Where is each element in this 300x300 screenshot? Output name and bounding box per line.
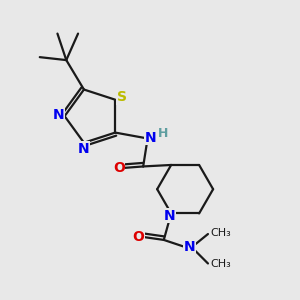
Text: CH₃: CH₃ bbox=[210, 228, 231, 239]
Text: CH₃: CH₃ bbox=[210, 259, 231, 269]
Text: H: H bbox=[158, 127, 168, 140]
Text: O: O bbox=[132, 230, 144, 244]
Text: N: N bbox=[145, 130, 156, 145]
Text: N: N bbox=[184, 240, 195, 254]
Text: N: N bbox=[78, 142, 90, 156]
Text: N: N bbox=[52, 108, 64, 122]
Text: S: S bbox=[117, 90, 127, 104]
Text: N: N bbox=[164, 209, 176, 223]
Text: O: O bbox=[113, 161, 125, 175]
